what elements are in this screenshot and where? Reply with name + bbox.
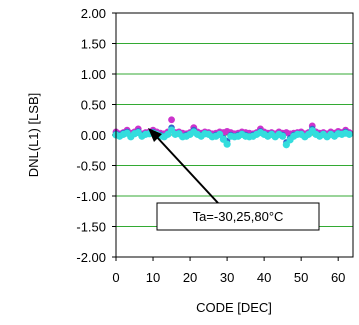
point-series-3 <box>282 141 290 149</box>
data-points <box>112 116 353 149</box>
plot-area-frame <box>115 12 354 258</box>
x-tick-label: 30 <box>220 270 234 285</box>
y-tick-label: 2.00 <box>81 6 106 21</box>
x-tick-label: 40 <box>257 270 271 285</box>
annotation-box <box>156 202 320 231</box>
annotation-arrow-line <box>154 134 219 204</box>
x-tick-label: 60 <box>331 270 345 285</box>
y-tick-label: -1.00 <box>76 189 106 204</box>
x-tick-label: 20 <box>183 270 197 285</box>
point-series-3 <box>345 130 353 138</box>
point-series-3 <box>223 140 231 148</box>
annotation-arrow-head <box>148 128 162 142</box>
annotation-label: Ta=-30,25,80°C <box>193 209 284 224</box>
y-tick-label: -2.00 <box>76 250 106 265</box>
x-tick-label: 10 <box>146 270 160 285</box>
x-axis-title: CODE [DEC] <box>196 300 272 315</box>
y-tick-label: 1.00 <box>81 67 106 82</box>
y-tick-label: 0.50 <box>81 98 106 113</box>
y-axis-ticks: 2.00 1.50 1.00 0.50 0.00 -0.50 -1.00 -1.50 -2.00 <box>76 6 116 265</box>
x-tick-label: 50 <box>294 270 308 285</box>
point-series-3 <box>279 132 287 140</box>
y-tick-label: -1.50 <box>76 220 106 235</box>
point-series-1 <box>168 116 175 124</box>
x-axis-ticks: 0 10 20 30 40 50 60 <box>112 257 345 285</box>
y-tick-label: -0.50 <box>76 159 106 174</box>
y-tick-label: 0.00 <box>81 128 106 143</box>
point-series-3 <box>216 130 224 138</box>
point-series-3 <box>219 135 227 143</box>
x-tick-label: 0 <box>112 270 119 285</box>
y-axis-title: DNL(L1) [LSB] <box>26 93 41 178</box>
y-tick-label: 1.50 <box>81 37 106 52</box>
